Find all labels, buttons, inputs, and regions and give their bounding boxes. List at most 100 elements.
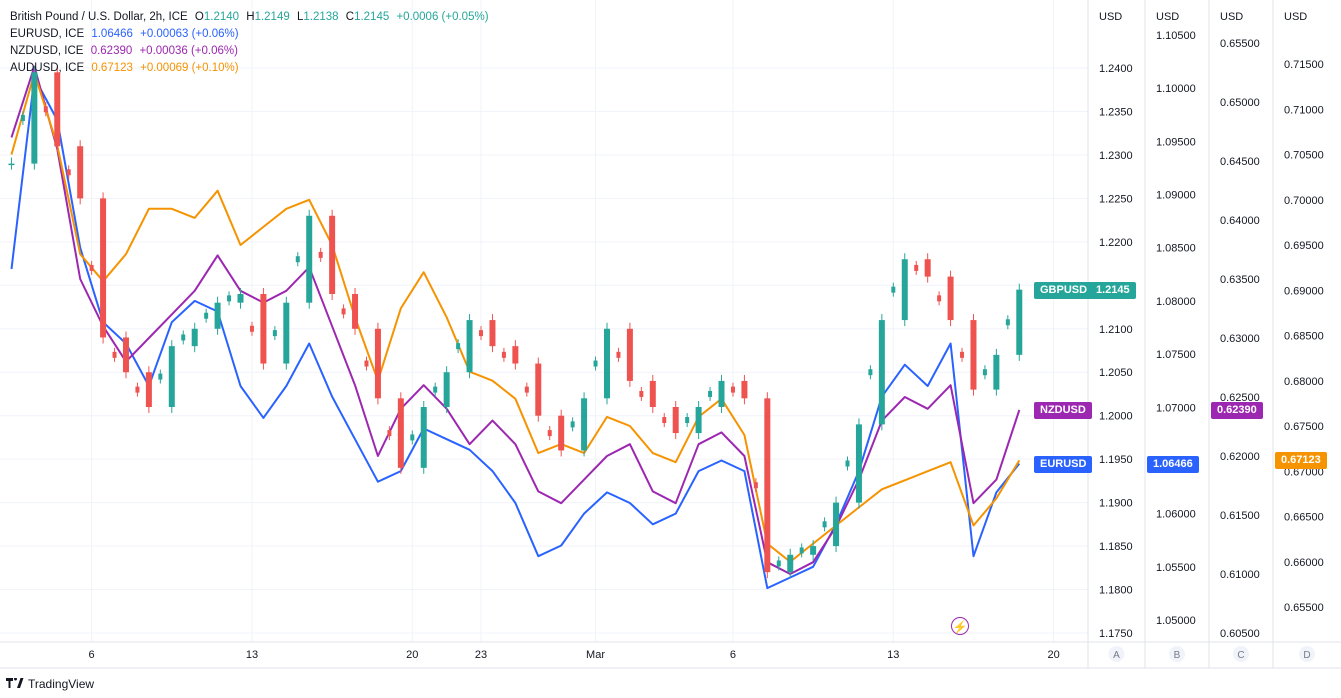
axis-tick-label: 1.2000: [1099, 411, 1133, 423]
axis-tick-label: 0.67500: [1284, 421, 1324, 433]
candle-body: [237, 294, 244, 303]
candle-body: [947, 276, 954, 321]
axis-tick-label: 0.65500: [1284, 602, 1324, 614]
candle-body: [204, 312, 209, 319]
x-tick-label: 20: [1048, 649, 1060, 661]
x-tick-label: 6: [730, 649, 736, 661]
candle-body: [960, 351, 965, 358]
axis-tick-label: 1.09500: [1156, 136, 1196, 148]
candle-body: [822, 521, 827, 528]
candle-body: [672, 407, 679, 434]
scale-button-C[interactable]: [1233, 646, 1249, 662]
x-tick-label: 6: [89, 649, 95, 661]
candle-body: [181, 334, 186, 341]
candle-body: [581, 398, 588, 451]
candle-body: [191, 328, 198, 347]
price-tag-eurusd: 1.06466: [1147, 456, 1199, 474]
axis-tick-label: 0.63500: [1220, 274, 1260, 286]
axis-tick-label: 0.65000: [1220, 97, 1260, 109]
axis-tick-label: 1.10500: [1156, 30, 1196, 42]
axis-tick-label: 1.2400: [1099, 63, 1133, 75]
tradingview-logo: TradingView: [6, 677, 94, 691]
series-layer: [8, 65, 1023, 590]
legend-main: British Pound / U.S. Dollar, 2h, ICE O1.…: [10, 11, 489, 23]
axis-unit-D: USD: [1284, 11, 1307, 23]
candle-body: [982, 369, 987, 376]
candle-body: [8, 163, 15, 166]
candle-body: [306, 215, 313, 303]
candle-body: [649, 380, 656, 407]
candle-body: [364, 360, 369, 367]
series-name-tag-nzdusd: NZDUSD: [1034, 401, 1092, 419]
candle-body: [1005, 319, 1010, 326]
axis-tick-label: 1.07000: [1156, 402, 1196, 414]
candle-body: [718, 380, 725, 407]
candle-body: [374, 328, 381, 399]
axis-tick-label: 1.08500: [1156, 243, 1196, 255]
scale-button-label: B: [1174, 650, 1181, 661]
main-symbol[interactable]: British Pound / U.S. Dollar, 2h, ICE: [10, 11, 188, 23]
scale-button-A[interactable]: [1108, 646, 1125, 662]
candle-body: [100, 198, 107, 338]
candle-body: [20, 114, 25, 121]
candle-body: [901, 259, 908, 321]
lightning-icon[interactable]: ⚡: [951, 617, 969, 635]
candle-body: [855, 424, 862, 503]
axis-tick-label: 0.66500: [1284, 512, 1324, 524]
candle-body: [272, 330, 277, 337]
candle-body: [318, 251, 323, 258]
axis-tick-label: 0.64000: [1220, 215, 1260, 227]
candle-body: [214, 302, 221, 329]
axis-tick-label: 1.1950: [1099, 454, 1133, 466]
candle-body: [753, 482, 758, 489]
candle-body: [77, 146, 84, 199]
series-name-tag-eurusd: EURUSD: [1034, 456, 1093, 474]
candle-body: [1016, 289, 1023, 355]
series-name-tag-gbpusd: GBPUSD: [1034, 281, 1094, 299]
time-axis: 6 13 20 23 Mar 6 13 20: [89, 649, 1060, 661]
candle-body: [168, 346, 175, 407]
candle-body: [420, 407, 427, 468]
candle-body: [741, 380, 748, 399]
candle-body: [227, 295, 232, 302]
axis-tick-label: 1.1850: [1099, 541, 1133, 553]
candle-body: [535, 363, 542, 416]
candle-body: [868, 369, 873, 376]
axis-tick-label: 1.05500: [1156, 562, 1196, 574]
candle-body: [891, 286, 896, 293]
axis-tick-label: 0.70500: [1284, 150, 1324, 162]
axis-tick-label: 1.2300: [1099, 150, 1133, 162]
candle-body: [433, 386, 438, 393]
candle-body: [443, 372, 450, 407]
axis-tick-label: 0.61500: [1220, 510, 1260, 522]
candle-body: [283, 302, 290, 364]
scale-button-B[interactable]: [1169, 646, 1185, 662]
candle-body: [456, 343, 461, 350]
axis-tick-label: 0.68000: [1284, 376, 1324, 388]
axis-tick-label: 0.62500: [1220, 392, 1260, 404]
candle-body: [970, 320, 977, 390]
candle-body: [43, 106, 48, 113]
x-tick-label: 13: [246, 649, 258, 661]
candle-body: [993, 354, 1000, 390]
axis-tick-label: 1.1900: [1099, 498, 1133, 510]
candle-body: [845, 460, 850, 467]
candle-body: [397, 398, 404, 468]
candle-body: [112, 351, 117, 358]
x-tick-label: 20: [406, 649, 418, 661]
axis-tick-label: 0.65500: [1220, 38, 1260, 50]
scale-button-D[interactable]: [1299, 646, 1315, 662]
candle-body: [145, 372, 152, 407]
candle-body: [410, 434, 415, 441]
axis-unit-B: USD: [1156, 11, 1179, 23]
candle-body: [810, 546, 817, 555]
candle-body: [924, 259, 931, 277]
axis-tick-label: 0.61000: [1220, 569, 1260, 581]
axis-tick-label: 1.2050: [1099, 367, 1133, 379]
legend: British Pound / U.S. Dollar, 2h, ICE O1.…: [10, 9, 489, 77]
price-tag-audusd: 0.67123: [1275, 452, 1327, 470]
x-tick-label: 13: [887, 649, 899, 661]
axis-tick-label: 1.07500: [1156, 349, 1196, 361]
axis-tick-label: 1.08000: [1156, 296, 1196, 308]
